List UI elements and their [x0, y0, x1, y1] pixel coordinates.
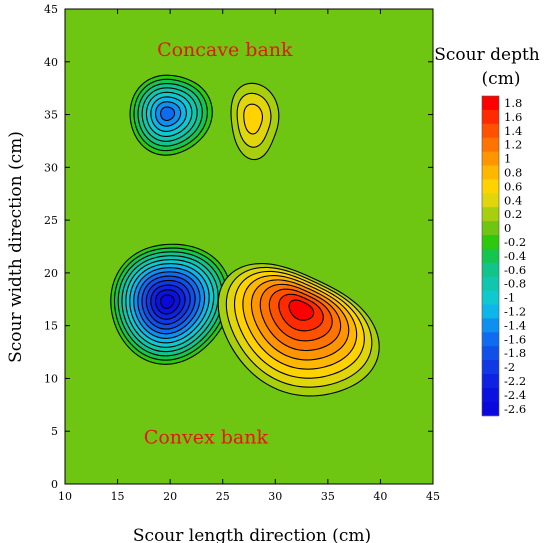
colorbar-label: 0.8: [504, 165, 522, 179]
colorbar-swatch: [482, 235, 499, 250]
contour-level: [288, 299, 315, 321]
y-tick-label: 30: [44, 161, 58, 174]
colorbar-label: -1.2: [504, 304, 526, 318]
colorbar-label: -0.6: [504, 263, 526, 277]
colorbar-swatch: [482, 346, 499, 361]
colorbar-swatch: [482, 165, 499, 180]
colorbar-label: 1.8: [504, 96, 522, 110]
y-tick-label: 15: [44, 320, 58, 333]
colorbar-label: 0: [504, 221, 511, 235]
y-tick-label: 25: [44, 214, 58, 227]
colorbar-swatch: [482, 387, 499, 403]
x-tick-label: 45: [426, 490, 440, 503]
colorbar-swatch: [482, 179, 499, 194]
colorbar-label: -1.8: [504, 346, 526, 360]
colorbar-swatch: [482, 207, 499, 222]
colorbar-label: 1: [504, 152, 511, 166]
x-tick-label: 35: [321, 490, 335, 503]
y-tick-label: 40: [44, 56, 58, 69]
colorbar-label: -1.6: [504, 332, 526, 346]
x-tick-label: 40: [373, 490, 387, 503]
contour-level: [243, 103, 264, 135]
x-tick-label: 25: [216, 490, 230, 503]
colorbar-title-line1: Scour depth: [434, 45, 540, 65]
colorbar-swatch: [482, 276, 499, 292]
contour-upper-deposition: [230, 82, 280, 161]
colorbar-swatch: [482, 304, 499, 319]
colorbar-swatch: [482, 290, 499, 305]
colorbar-title-line2: (cm): [482, 69, 521, 89]
colorbar-label: -0.4: [504, 249, 526, 263]
y-tick-label: 20: [44, 267, 58, 280]
y-tick-label: 10: [44, 372, 58, 385]
colorbar-label: -2.6: [504, 402, 526, 416]
colorbar-swatch: [482, 109, 499, 125]
plot-frame: [64, 8, 434, 485]
colorbar-label: 0.6: [504, 179, 522, 193]
y-tick-label: 0: [51, 478, 58, 491]
plot-area: [65, 9, 433, 484]
colorbar-label: 0.2: [504, 207, 522, 221]
colorbar-swatch: [482, 137, 499, 153]
colorbar-swatch: [482, 96, 499, 111]
colorbar-swatch: [482, 374, 499, 389]
colorbar-swatch: [482, 401, 499, 417]
annotation-convex-bank: Convex bank: [144, 427, 269, 449]
colorbar-swatch: [482, 318, 499, 333]
y-axis-title: Scour width direction (cm): [6, 131, 26, 363]
colorbar-swatch: [482, 193, 499, 208]
contour-fields: [110, 74, 380, 397]
contour-lower-deposition: [217, 262, 380, 397]
colorbar-label: 1.4: [504, 124, 522, 138]
y-tick-label: 5: [51, 425, 58, 438]
y-tick-label: 45: [44, 3, 58, 16]
x-tick-label: 30: [268, 490, 282, 503]
colorbar-label: -0.2: [504, 235, 526, 249]
colorbar-swatch: [482, 262, 499, 278]
contour-level: [160, 106, 176, 122]
contour-lower-scour-hole: [110, 243, 232, 365]
colorbar-label: -2.2: [504, 374, 526, 388]
colorbar-label: 1.2: [504, 138, 522, 152]
colorbar-swatch: [482, 123, 499, 139]
colorbar-swatch: [482, 221, 499, 236]
contour-upper-scour-hole: [129, 74, 213, 156]
colorbar-label: -2.4: [504, 388, 526, 402]
colorbar-frame: [481, 95, 500, 417]
colorbar: 1.81.61.41.210.80.60.40.20-0.2-0.4-0.6-0…: [481, 95, 526, 417]
colorbar-label: -0.8: [504, 277, 526, 291]
x-axis-ticks: 10 15 20 25 30 35 40 45: [58, 9, 440, 503]
y-tick-label: 35: [44, 109, 58, 122]
x-tick-label: 15: [111, 490, 125, 503]
colorbar-label: -2: [504, 360, 515, 374]
x-axis-title: Scour length direction (cm): [133, 526, 371, 543]
colorbar-label: -1.4: [504, 318, 526, 332]
colorbar-label: 0.4: [504, 193, 522, 207]
colorbar-label: 1.6: [504, 110, 522, 124]
x-tick-label: 10: [58, 490, 72, 503]
colorbar-swatch: [482, 151, 499, 166]
colorbar-swatch: [482, 360, 499, 375]
annotation-concave-bank: Concave bank: [157, 39, 293, 61]
contour-level: [160, 294, 175, 309]
colorbar-swatch: [482, 248, 499, 264]
x-tick-label: 20: [163, 490, 177, 503]
colorbar-label: -1: [504, 291, 515, 305]
y-axis-ticks: 0 5 10 15 20 25 30 35 40 45: [44, 3, 433, 491]
colorbar-swatch: [482, 332, 499, 347]
